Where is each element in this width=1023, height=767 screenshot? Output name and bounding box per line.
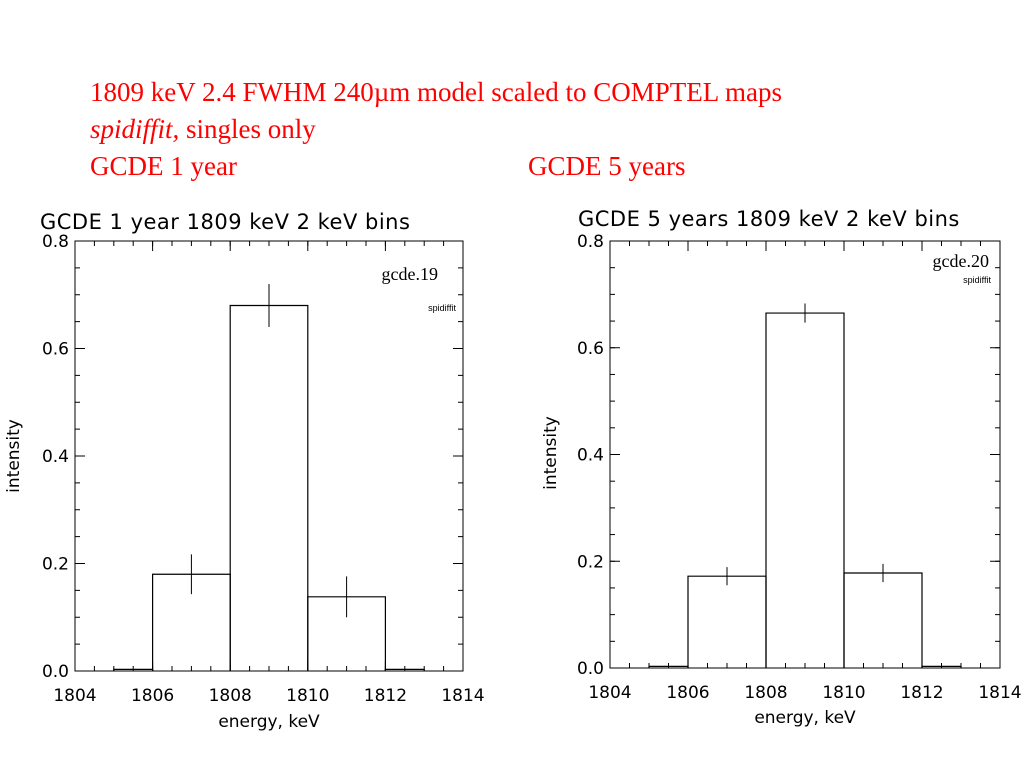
- caption-right-panel: GCDE 5 years: [528, 151, 686, 181]
- x-tick-label: 1814: [978, 683, 1021, 703]
- x-tick-label: 1806: [666, 683, 709, 703]
- x-tick-label: 1806: [131, 686, 174, 706]
- caption-singles: singles only: [179, 114, 316, 144]
- x-tick-label: 1814: [441, 686, 484, 706]
- histogram-bar: [843, 572, 923, 668]
- x-tick-label: 1808: [744, 683, 787, 703]
- caption-left-panel: GCDE 1 year: [90, 151, 237, 181]
- run-label: gcde.19: [382, 264, 438, 284]
- y-tick-label: 0.2: [42, 555, 69, 575]
- method-label: spidiffit: [963, 275, 991, 285]
- x-tick-label: 1804: [588, 683, 631, 703]
- histogram-bar: [765, 312, 845, 668]
- x-axis-label: energy, keV: [218, 712, 320, 732]
- y-tick-label: 0.8: [42, 232, 69, 252]
- histogram-bar: [921, 665, 962, 668]
- chart-title: GCDE 1 year 1809 keV 2 keV bins: [40, 210, 410, 234]
- x-axis-label: energy, keV: [754, 708, 856, 728]
- histogram-bar: [384, 668, 425, 671]
- method-label: spidiffit: [428, 303, 456, 313]
- x-tick-label: 1804: [53, 686, 96, 706]
- chart-2: GCDE 5 years 1809 keV 2 keV bins 0.0 0.2 0.…: [541, 207, 1022, 728]
- y-tick-label: 0.6: [42, 340, 69, 360]
- caption-line-1: 1809 keV 2.4 FWHM 240µm model scaled to …: [90, 77, 783, 107]
- run-label: gcde.20: [933, 251, 989, 271]
- y-tick-label: 0.2: [577, 552, 604, 572]
- y-axis-label: intensity: [4, 419, 24, 493]
- x-tick-label: 1810: [286, 686, 329, 706]
- y-tick-label: 0.4: [577, 446, 604, 466]
- y-tick-label: 0.4: [42, 447, 69, 467]
- histogram-bar: [687, 575, 767, 668]
- y-axis-label: intensity: [541, 416, 561, 490]
- x-tick-label: 1812: [900, 683, 943, 703]
- chart-title: GCDE 5 years 1809 keV 2 keV bins: [578, 207, 960, 231]
- y-tick-label: 0.0: [42, 662, 69, 682]
- y-tick-label: 0.0: [577, 659, 604, 679]
- y-tick-label: 0.6: [577, 339, 604, 359]
- caption-line-2: spidiffit, singles only: [90, 111, 316, 147]
- x-tick-label: 1808: [209, 686, 252, 706]
- x-tick-label: 1810: [822, 683, 865, 703]
- x-tick-label: 1812: [364, 686, 407, 706]
- chart-1: GCDE 1 year 1809 keV 2 keV bins 0.0 0.2 0.4…: [4, 210, 485, 732]
- histogram-bar: [229, 304, 309, 671]
- y-tick-label: 0.8: [577, 232, 604, 252]
- caption-method: spidiffit,: [90, 114, 180, 144]
